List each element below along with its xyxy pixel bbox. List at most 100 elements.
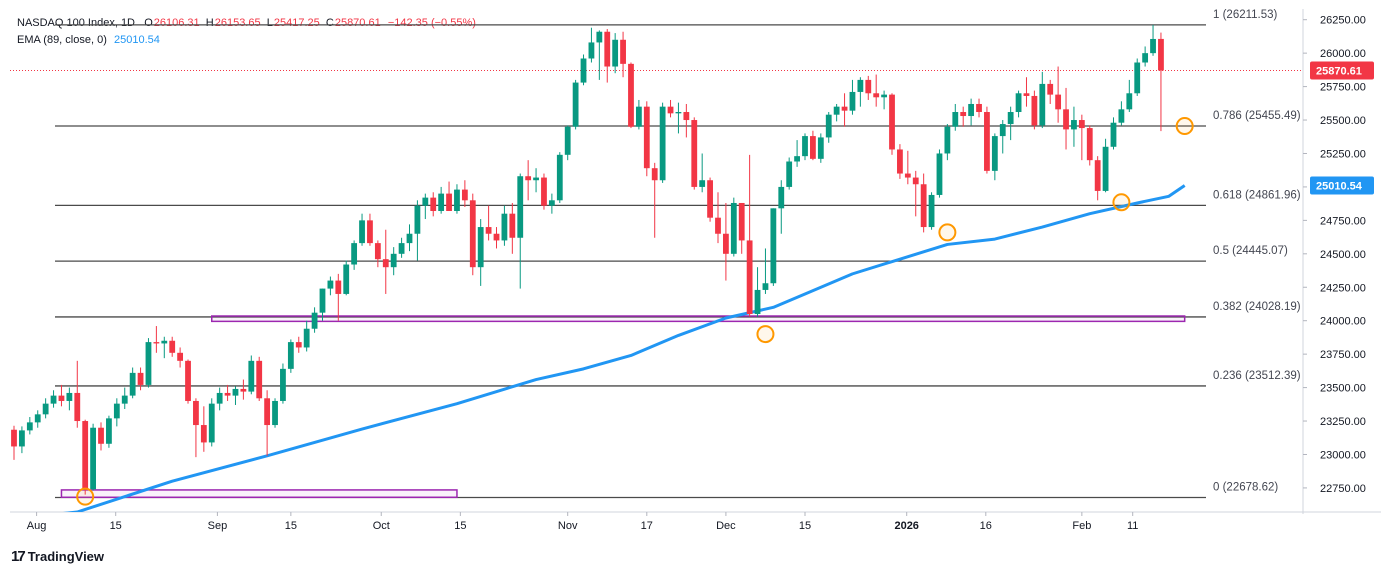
candle-body	[193, 400, 199, 426]
fib-label: 0.236 (23512.39)	[1213, 370, 1301, 382]
candle-body	[121, 395, 128, 404]
candle	[857, 77, 864, 107]
candle	[604, 29, 611, 83]
x-tick-label: Feb	[1072, 520, 1091, 532]
candle-body	[541, 177, 547, 206]
candle	[715, 192, 721, 244]
candle	[541, 173, 547, 210]
x-tick-label: 15	[454, 520, 466, 532]
candle	[256, 356, 263, 401]
candle	[343, 260, 350, 296]
candle-body	[635, 106, 642, 127]
candle	[169, 336, 176, 357]
candle-body	[715, 217, 721, 234]
candle	[802, 133, 808, 161]
candle	[113, 398, 120, 427]
candle	[26, 417, 33, 435]
candle	[556, 152, 563, 203]
candle-body	[90, 427, 96, 490]
candle-body	[572, 82, 579, 127]
candle	[1063, 87, 1069, 150]
candle	[1126, 79, 1133, 113]
candle	[991, 133, 998, 181]
candle-body	[280, 368, 286, 401]
y-tick-label: 23750.00	[1320, 349, 1366, 361]
ema-price-badge-bg	[1310, 176, 1374, 195]
ema-label: EMA (89, close, 0)	[17, 34, 107, 46]
candle-body	[382, 259, 389, 268]
candle-body	[224, 392, 231, 396]
candle	[825, 112, 832, 143]
candle-body	[240, 388, 247, 392]
candle	[596, 30, 603, 80]
candle	[691, 117, 698, 190]
candle-body	[26, 422, 33, 431]
candle	[240, 379, 247, 400]
candle-body	[153, 342, 160, 344]
candle	[90, 423, 96, 491]
candle	[865, 75, 872, 100]
candle	[477, 219, 484, 286]
candle	[200, 406, 207, 452]
candle-body	[857, 79, 864, 92]
candle-body	[873, 93, 880, 98]
candle-body	[865, 79, 872, 94]
candle	[889, 93, 895, 155]
candle	[1039, 71, 1046, 129]
candle-body	[113, 403, 120, 419]
candle-body	[754, 289, 761, 315]
candle-body	[208, 403, 215, 443]
tradingview-branding[interactable]: 17 TradingView	[11, 548, 104, 565]
candle	[1102, 138, 1109, 193]
x-tick-label: Nov	[558, 520, 578, 532]
candle-body	[1015, 93, 1022, 113]
candle	[944, 124, 951, 161]
candle	[272, 398, 278, 428]
x-tick-label: 15	[799, 520, 811, 532]
candle	[635, 99, 642, 130]
candle-body	[659, 106, 666, 181]
candle-body	[1086, 128, 1093, 161]
candle	[34, 410, 41, 428]
last-price-badge: 25870.61	[1310, 61, 1374, 80]
candle	[1118, 101, 1125, 126]
ema-price-badge-text: 25010.54	[1316, 181, 1363, 193]
candle	[833, 103, 840, 122]
candle-body	[999, 124, 1006, 137]
candle	[454, 184, 460, 214]
candle-body	[19, 430, 25, 447]
candle-body	[833, 106, 840, 115]
candle	[145, 338, 152, 388]
high-label: H	[205, 17, 214, 29]
candle-body	[968, 103, 975, 117]
candle-body	[493, 233, 500, 241]
candle-body	[612, 39, 619, 67]
candle-body	[691, 120, 698, 187]
fib-label: 0.786 (25455.49)	[1213, 110, 1301, 122]
fib-label: 0.5 (24445.07)	[1213, 245, 1288, 257]
candle-body	[944, 126, 951, 154]
candle-body	[556, 154, 563, 201]
support-zone	[211, 315, 1186, 323]
candle	[936, 149, 943, 198]
candle-body	[548, 200, 555, 206]
fib-label: 1 (26211.53)	[1213, 9, 1278, 21]
y-tick-label: 24750.00	[1320, 215, 1366, 227]
candle-body	[588, 42, 595, 59]
y-tick-label: 26250.00	[1320, 15, 1366, 27]
candle-body	[643, 106, 650, 169]
candle	[628, 62, 634, 129]
candle-body	[628, 63, 634, 127]
candle-body	[137, 372, 144, 385]
fib-label: 0 (22678.62)	[1213, 481, 1278, 493]
candle	[1007, 106, 1014, 141]
candle-body	[438, 193, 445, 212]
candle	[446, 181, 452, 212]
tradingview-logo-icon: 17	[11, 548, 26, 565]
candle	[778, 180, 785, 234]
x-tick-label: Oct	[373, 520, 390, 532]
candle-body	[477, 227, 484, 268]
candle	[438, 186, 445, 214]
candle-body	[335, 280, 342, 294]
